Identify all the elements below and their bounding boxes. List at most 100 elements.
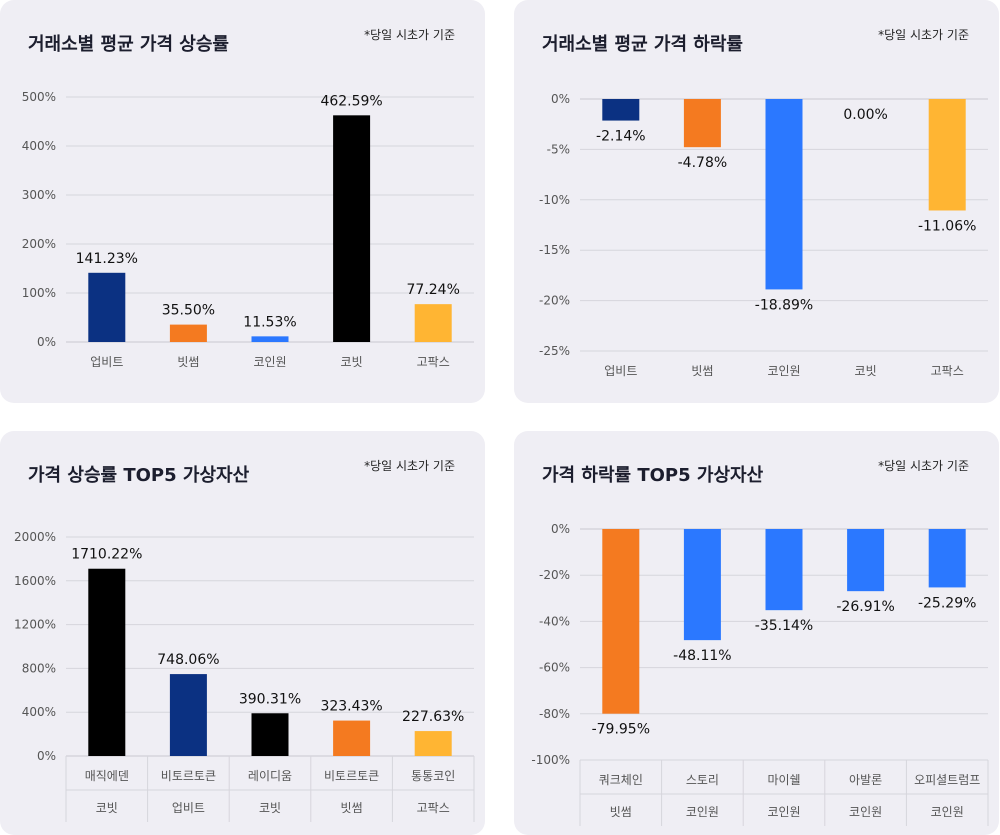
x-tick-label: 빗썸: [177, 355, 199, 369]
data-label: 141.23%: [76, 251, 138, 267]
bar: [333, 115, 371, 342]
data-label: -11.06%: [918, 218, 976, 234]
y-tick-label: 500%: [22, 90, 56, 104]
bar-chart-exchange-fall: 0% -5% -10% -15% -20% -25% -2.14% -4.78% -18.89%…: [539, 92, 988, 378]
data-label: -18.89%: [755, 297, 813, 313]
exchange-label: 코인원: [686, 805, 719, 819]
data-label: 35.50%: [162, 303, 215, 319]
y-tick-label: -5%: [547, 142, 570, 156]
bar: [602, 529, 640, 714]
y-tick-label: 1200%: [14, 618, 56, 632]
exchange-label: 코빗: [259, 801, 281, 815]
y-tick-label: 800%: [22, 661, 56, 675]
data-label: 0.00%: [843, 107, 887, 123]
chart-note: *당일 시초가 기준: [364, 28, 455, 42]
chart-note: *당일 시초가 기준: [878, 28, 969, 42]
bar: [88, 272, 126, 342]
bar: [683, 529, 721, 641]
bar-chart-exchange-rise: 0% 100% 200% 300% 400% 500% 141.23% 35.50% 11.53…: [22, 90, 474, 369]
x-tick-label: 매직에덴: [85, 769, 129, 783]
data-label: 390.31%: [239, 691, 301, 707]
x-tick-label: 오피셜트럼프: [914, 773, 980, 787]
x-tick-label: 고팍스: [931, 364, 964, 378]
exchange-label: 코인원: [849, 805, 882, 819]
data-label: -48.11%: [673, 648, 731, 664]
x-tick-label: 마이쉘: [767, 773, 800, 787]
y-tick-label: 2000%: [14, 530, 56, 544]
bar: [169, 674, 207, 756]
x-tick-label: 스토리: [686, 773, 719, 787]
chart-title: 가격 하락률 TOP5 가상자산: [542, 465, 764, 486]
bar: [251, 713, 289, 756]
chart-title: 가격 상승률 TOP5 가상자산: [28, 465, 250, 486]
y-tick-label: -20%: [539, 294, 570, 308]
chart-panel-exchange-rise: 거래소별 평균 가격 상승률 *당일 시초가 기준 0% 100% 200% 300%…: [0, 0, 485, 403]
x-tick-label: 코인원: [767, 364, 800, 378]
bar: [414, 731, 452, 756]
data-label: -26.91%: [836, 599, 894, 615]
x-tick-label: 통통코인: [411, 769, 455, 783]
chart-note: *당일 시초가 기준: [878, 459, 969, 473]
bar-chart-top5-rise: 0% 400% 800% 1200% 1600% 2000% 1710.22% 748.06%…: [14, 530, 475, 822]
data-label: -25.29%: [918, 595, 976, 611]
bar: [847, 529, 885, 592]
bar: [602, 99, 640, 121]
y-tick-label: -80%: [539, 707, 570, 721]
bar: [169, 324, 207, 342]
y-tick-label: 200%: [22, 237, 56, 251]
exchange-label: 업비트: [172, 801, 205, 815]
x-tick-label: 비토르토큰: [161, 769, 216, 783]
data-label: 748.06%: [157, 652, 219, 668]
x-tick-label: 코인원: [253, 355, 286, 369]
x-tick-label: 비토르토큰: [324, 769, 379, 783]
y-tick-label: 1600%: [14, 574, 56, 588]
chart-panel-exchange-fall: 거래소별 평균 가격 하락률 *당일 시초가 기준 0% -5% -10% -15% -…: [514, 0, 999, 403]
y-tick-label: 0%: [551, 92, 570, 106]
x-tick-label: 코빗: [341, 355, 363, 369]
exchange-label: 코빗: [96, 801, 118, 815]
x-tick-label: 레이디움: [248, 769, 292, 783]
y-tick-label: -40%: [539, 614, 570, 628]
y-tick-label: 300%: [22, 188, 56, 202]
y-tick-label: 100%: [22, 286, 56, 300]
chart-title: 거래소별 평균 가격 하락률: [542, 34, 743, 55]
data-label: 11.53%: [243, 314, 296, 330]
data-label: -2.14%: [596, 129, 646, 145]
x-tick-label: 업비트: [604, 364, 637, 378]
bar: [928, 99, 966, 211]
y-tick-label: -25%: [539, 344, 570, 358]
chart-panel-top5-rise: 가격 상승률 TOP5 가상자산 *당일 시초가 기준 0% 400% 800% 12…: [0, 431, 485, 835]
x-tick-label: 업비트: [90, 355, 123, 369]
bar: [251, 336, 289, 342]
x-tick-label: 빗썸: [691, 364, 713, 378]
y-tick-label: 0%: [551, 522, 570, 536]
y-tick-label: 0%: [37, 749, 56, 763]
data-label: 227.63%: [402, 709, 464, 725]
chart-panel-top5-fall: 가격 하락률 TOP5 가상자산 *당일 시초가 기준 0% -20% -40% -6…: [514, 431, 999, 835]
exchange-label: 빗썸: [341, 801, 363, 815]
y-tick-label: -15%: [539, 243, 570, 257]
bar: [414, 304, 452, 342]
data-label: 462.59%: [320, 93, 382, 109]
exchange-label: 빗썸: [610, 805, 632, 819]
bar: [333, 720, 371, 756]
y-tick-label: -20%: [539, 568, 570, 582]
x-tick-label: 고팍스: [417, 355, 450, 369]
x-tick-label: 아발론: [849, 773, 882, 787]
y-tick-label: -100%: [531, 753, 570, 767]
data-label: 77.24%: [407, 282, 460, 298]
chart-note: *당일 시초가 기준: [364, 459, 455, 473]
exchange-label: 고팍스: [417, 801, 450, 815]
x-tick-label: 코빗: [855, 364, 877, 378]
data-label: 323.43%: [320, 699, 382, 715]
bar: [765, 99, 803, 290]
exchange-label: 코인원: [931, 805, 964, 819]
y-tick-label: -60%: [539, 661, 570, 675]
exchange-label: 코인원: [767, 805, 800, 819]
data-label: -4.78%: [678, 155, 728, 171]
bar-chart-top5-fall: 0% -20% -40% -60% -80% -100% -79.95% -48.11% -35…: [531, 522, 989, 826]
data-label: -79.95%: [592, 722, 650, 738]
bar: [765, 529, 803, 611]
chart-title: 거래소별 평균 가격 상승률: [28, 34, 229, 55]
bar: [88, 568, 126, 756]
